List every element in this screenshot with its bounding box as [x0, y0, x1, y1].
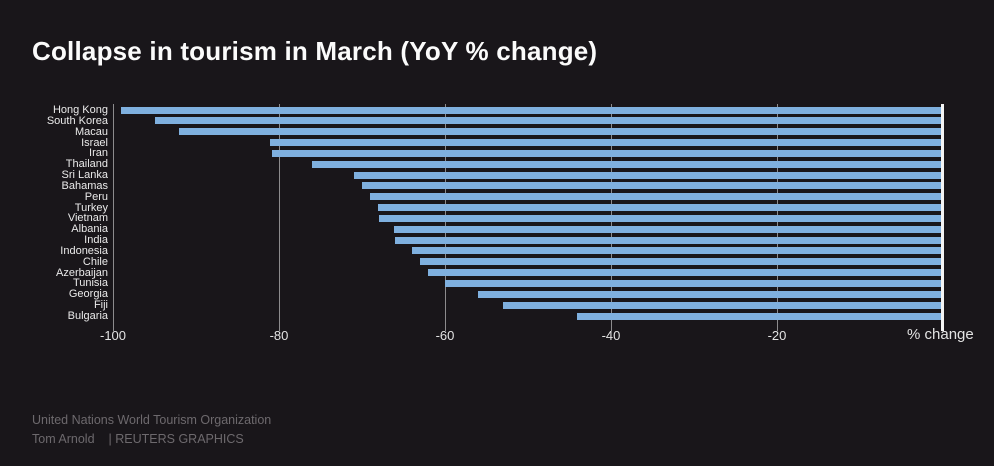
- gridline--80: [279, 104, 280, 331]
- y-axis-label: Azerbaijan: [56, 266, 108, 279]
- y-axis-label: Thailand: [65, 158, 108, 171]
- bar-macau: [179, 128, 943, 136]
- y-axis-label: Hong Kong: [52, 104, 108, 116]
- x-tick-label: -100: [99, 328, 127, 343]
- bar-georgia: [478, 290, 943, 298]
- y-axis-label: Chile: [82, 255, 108, 268]
- gridline--100: [113, 104, 114, 331]
- bar-south-korea: [154, 117, 943, 125]
- y-axis-label: Albania: [71, 223, 108, 236]
- x-tick-label: -40: [601, 328, 621, 343]
- bar-albania: [393, 225, 943, 233]
- y-axis-label: Turkey: [74, 201, 108, 214]
- y-axis-label: India: [84, 234, 108, 247]
- y-axis-label: Bahamas: [61, 179, 108, 192]
- bar-india: [395, 236, 943, 244]
- x-tick-label: -60: [435, 328, 455, 343]
- x-tick-label: -80: [269, 328, 289, 343]
- y-axis-label: South Korea: [46, 114, 108, 127]
- bar-vietnam: [379, 214, 943, 222]
- bar-fiji: [503, 301, 943, 309]
- bar-tunisia: [445, 279, 943, 287]
- bar-peru: [370, 193, 943, 201]
- y-axis-label: Iran: [89, 147, 108, 160]
- chart-title: Collapse in tourism in March (YoY % chan…: [32, 36, 598, 66]
- byline: Tom Arnold: [32, 432, 95, 446]
- zero-axis-line: [941, 104, 944, 331]
- credit-line: Tom Arnold | REUTERS GRAPHICS: [32, 432, 244, 446]
- y-axis-label: Tunisia: [72, 277, 108, 290]
- bar-israel: [269, 139, 943, 146]
- y-axis-label: Vietnam: [67, 212, 108, 225]
- source-line: United Nations World Tourism Organizatio…: [32, 413, 272, 427]
- y-axis-label: Israel: [81, 136, 108, 149]
- bar-sri-lanka: [353, 171, 943, 179]
- y-axis-label: Macau: [74, 125, 108, 138]
- bar-bahamas: [362, 182, 943, 190]
- y-axis-label: Indonesia: [60, 244, 108, 257]
- reuters-graphics-credit: | REUTERS GRAPHICS: [108, 432, 244, 446]
- bar-bulgaria: [577, 312, 943, 320]
- bar-thailand: [312, 160, 943, 168]
- y-axis-label: Peru: [84, 190, 108, 203]
- bar-turkey: [377, 204, 943, 212]
- bar-azerbaijan: [428, 269, 943, 277]
- x-axis-label: % change: [907, 326, 974, 343]
- y-axis-label: Fiji: [93, 299, 108, 312]
- bar-iran: [271, 149, 943, 157]
- bar-chile: [420, 258, 943, 266]
- bar-indonesia: [411, 247, 943, 255]
- y-axis-label: Sri Lanka: [61, 169, 108, 181]
- x-tick-label: -20: [767, 328, 787, 343]
- y-axis-label: Georgia: [68, 288, 108, 301]
- bar-hong-kong: [120, 106, 943, 114]
- y-axis-label: Bulgaria: [67, 310, 108, 322]
